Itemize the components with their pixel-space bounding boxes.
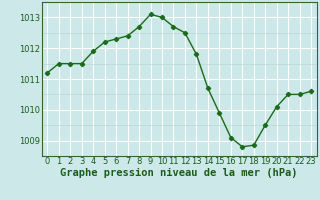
X-axis label: Graphe pression niveau de la mer (hPa): Graphe pression niveau de la mer (hPa) [60,168,298,178]
